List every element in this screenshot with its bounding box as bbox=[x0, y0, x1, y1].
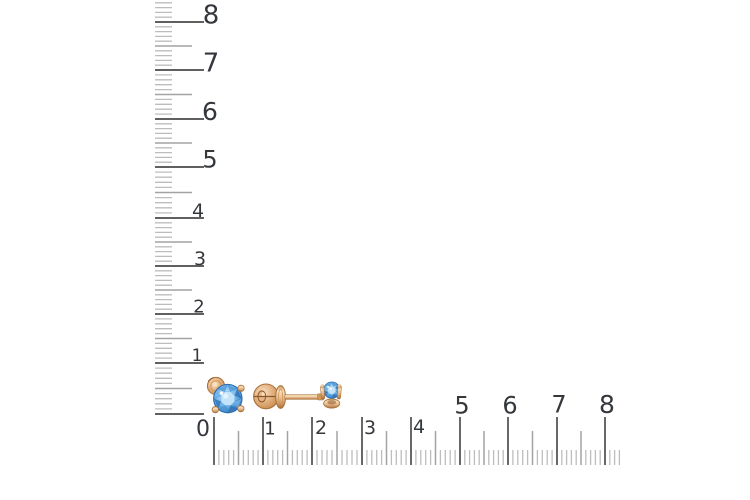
v-ruler-label: 5 bbox=[202, 146, 217, 174]
gemstone-facet-edge bbox=[331, 382, 334, 387]
gemstone-facet-edge bbox=[323, 388, 328, 391]
screw-back-highlight bbox=[212, 382, 218, 387]
prong bbox=[211, 406, 219, 414]
gemstone-facet bbox=[218, 405, 228, 413]
gemstone bbox=[213, 383, 243, 414]
v-ruler-label: 4 bbox=[192, 200, 204, 222]
h-ruler-label: 2 bbox=[315, 417, 327, 439]
gemstone-table bbox=[220, 391, 235, 406]
gemstone-facet-edge bbox=[333, 393, 338, 397]
h-ruler-label: 1 bbox=[264, 418, 275, 439]
gemstone-glint bbox=[223, 393, 229, 399]
gemstone-facet bbox=[234, 388, 242, 399]
gemstone-facet-edge bbox=[217, 388, 226, 393]
gemstone-facet bbox=[331, 394, 338, 399]
setting-basket-shadow bbox=[327, 400, 337, 405]
gemstone-facet bbox=[234, 398, 242, 409]
gemstone bbox=[323, 381, 341, 399]
v-ruler-label: 6 bbox=[202, 97, 218, 126]
gemstone-facet bbox=[323, 390, 328, 396]
gemstone-facet bbox=[326, 382, 332, 387]
gemstone-table bbox=[327, 386, 336, 395]
h-ruler-label: 4 bbox=[413, 416, 425, 438]
earring-post bbox=[284, 394, 322, 400]
h-ruler-label: 3 bbox=[364, 417, 376, 439]
gemstone-facet-edge bbox=[234, 398, 242, 402]
h-ruler-label: 5 bbox=[454, 392, 469, 420]
h-ruler-label: 6 bbox=[502, 392, 517, 420]
gemstone-facet bbox=[214, 388, 221, 399]
gemstone-sparkle bbox=[219, 391, 224, 395]
gemstone-facet-edge bbox=[329, 394, 333, 399]
gemstone-facet bbox=[214, 398, 221, 409]
prong-tip bbox=[320, 384, 325, 389]
gemstone-facet-edge bbox=[230, 405, 238, 409]
gemstone-facet bbox=[218, 384, 228, 392]
screw-back-edge-ridge bbox=[207, 377, 214, 382]
gemstone-facet-edge bbox=[326, 384, 331, 387]
gemstone-sparkle bbox=[327, 386, 330, 389]
h-ruler-label: 8 bbox=[599, 390, 615, 419]
gemstone-facet-edge bbox=[325, 391, 329, 396]
gemstone-facet-edge bbox=[213, 395, 222, 399]
v-ruler-label: 1 bbox=[192, 346, 203, 366]
screw-back-flange-ridge bbox=[278, 388, 284, 406]
gemstone-facet-edge bbox=[227, 384, 231, 392]
h-ruler-label: 0 bbox=[196, 417, 210, 442]
stud-earring-front-view bbox=[206, 376, 245, 414]
gemstone-facet bbox=[227, 384, 238, 392]
h-ruler-label: 7 bbox=[551, 391, 566, 419]
prong bbox=[237, 384, 245, 392]
v-ruler-label: 2 bbox=[193, 296, 204, 317]
screw-back-glint bbox=[261, 392, 265, 397]
gemstone-glint bbox=[329, 387, 333, 391]
prong-tip bbox=[337, 384, 342, 389]
gemstone-facet-edge bbox=[335, 384, 338, 389]
horizontal-ruler-cm: 0 1 2 3 4 5 6 7 8 bbox=[196, 390, 621, 465]
gemstone-facet bbox=[227, 405, 238, 413]
gemstone-facet-edge bbox=[234, 388, 238, 396]
v-ruler-label: 3 bbox=[194, 248, 206, 270]
prong bbox=[237, 405, 245, 413]
stud-earring-side-view bbox=[253, 381, 342, 410]
v-ruler-label: 8 bbox=[203, 0, 220, 30]
v-ruler-label: 7 bbox=[203, 48, 220, 78]
gemstone-facet-edge bbox=[224, 405, 229, 413]
vertical-ruler-cm: 8 7 6 5 4 3 2 1 bbox=[155, 0, 220, 415]
gemstone-facet-edge bbox=[217, 401, 222, 409]
